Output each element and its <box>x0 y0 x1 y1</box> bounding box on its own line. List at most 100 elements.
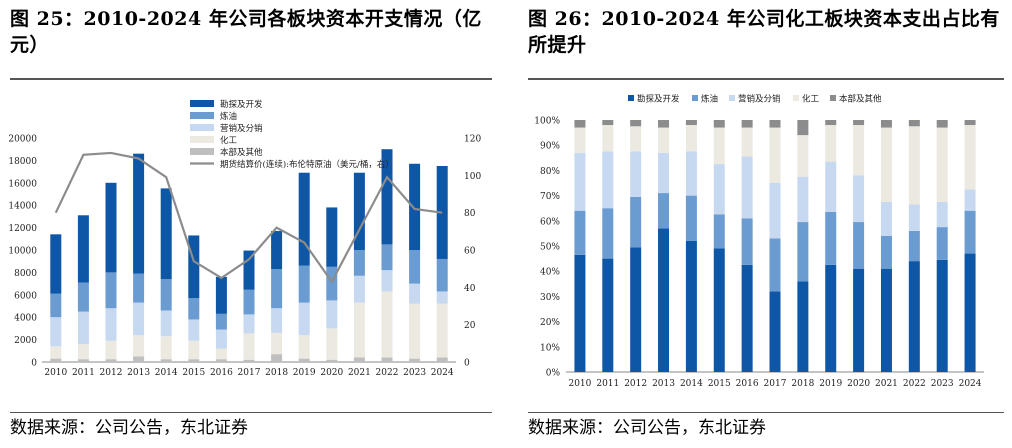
pct-bar-segment-2014 <box>685 125 697 152</box>
bar-segment-2012 <box>105 359 117 362</box>
bar-segment-2020 <box>326 328 338 360</box>
bar-segment-2022 <box>381 291 393 358</box>
right-figure-panel: 图 26：2010-2024 年公司化工板块资本支出占比有所提升 0% 10% 20… <box>518 0 1012 448</box>
bar-segment-2015 <box>188 359 200 362</box>
right-y-tick-label: 20 <box>464 321 476 331</box>
pct-bar-segment-2017 <box>769 120 781 128</box>
pct-bar-segment-2022 <box>908 120 920 127</box>
legend-swatch <box>190 148 214 155</box>
left-y-tick-label: 12000 <box>8 224 37 234</box>
bar-segment-2012 <box>105 340 117 360</box>
left-y-tick-label: 18000 <box>8 157 37 167</box>
pct-bar-segment-2011 <box>602 208 614 259</box>
pct-legend-swatch <box>793 95 799 101</box>
bar-segment-2011 <box>77 215 89 283</box>
pct-bar-segment-2010 <box>574 120 586 128</box>
pct-bar-segment-2012 <box>630 247 642 372</box>
legend-swatch <box>190 124 214 131</box>
x-tick-label: 2024 <box>431 368 454 378</box>
pct-bar-segment-2014 <box>685 240 697 372</box>
pct-legend-swatch <box>692 95 698 101</box>
right-chart-svg: 0% 10% 20% 30% 40% 50% 60% 70% 80% 90% 100% 2010 201… <box>534 94 984 389</box>
pct-bar-segment-2013 <box>658 120 670 128</box>
bar-segment-2015 <box>188 235 200 299</box>
x-tick-label: 2020 <box>320 368 343 378</box>
pct-bar-segment-2015 <box>713 248 725 372</box>
pct-bar-segment-2016 <box>741 218 753 265</box>
pct-bar-segment-2023 <box>936 227 948 260</box>
bar-segment-2013 <box>133 302 145 336</box>
bar-segment-2013 <box>133 273 145 303</box>
pct-legend-swatch <box>830 95 836 101</box>
bar-segment-2019 <box>298 265 310 303</box>
pct-bar-segment-2018 <box>797 135 809 177</box>
pct-x-tick-label: 2011 <box>596 379 619 389</box>
left-y-tick-label: 6000 <box>14 291 37 301</box>
x-tick-label: 2013 <box>127 368 150 378</box>
pct-x-tick-label: 2018 <box>791 379 814 389</box>
pct-bar-segment-2012 <box>630 120 642 127</box>
pct-x-tick-label: 2023 <box>931 379 954 389</box>
legend-label: 炼油 <box>220 111 237 122</box>
left-chart-svg: 0 2000 4000 6000 8000 10000 12000 14000 16000 180… <box>8 99 481 378</box>
pct-x-tick-label: 2013 <box>652 379 675 389</box>
pct-bar-segment-2022 <box>908 126 920 205</box>
left-figure-panel: 图 25：2010-2024 年公司各板块资本开支情况（亿元） 0 2000 400… <box>0 0 500 448</box>
bar-segment-2021 <box>353 275 365 303</box>
bar-segment-2018 <box>271 332 283 355</box>
pct-bar-segment-2019 <box>825 161 837 212</box>
pct-bar-segment-2018 <box>797 222 809 282</box>
pct-legend-swatch <box>729 95 735 101</box>
bar-segment-2022 <box>381 244 393 271</box>
x-tick-label: 2023 <box>403 368 426 378</box>
pct-legend-label: 勘探及开发 <box>637 94 680 105</box>
bar-segment-2012 <box>105 308 117 341</box>
bar-segment-2014 <box>160 188 172 280</box>
pct-bar-segment-2019 <box>825 125 837 162</box>
pct-bar-segment-2017 <box>769 238 781 292</box>
pct-bar-segment-2018 <box>797 120 809 136</box>
pct-bar-segment-2019 <box>825 120 837 126</box>
pct-x-tick-label: 2024 <box>959 379 982 389</box>
legend-label: 本部及其他 <box>220 147 263 158</box>
bar-segment-2024 <box>436 303 448 358</box>
bar-segment-2021 <box>353 172 365 250</box>
bar-segment-2022 <box>381 270 393 292</box>
pct-bar-segment-2018 <box>797 281 809 372</box>
bar-segment-2023 <box>409 303 421 359</box>
legend-label: 化工 <box>220 135 238 146</box>
pct-bar-segment-2016 <box>741 120 753 128</box>
pct-y-tick-label: 20% <box>540 318 560 328</box>
right-y-tick-label: 120 <box>464 135 481 145</box>
x-tick-label: 2016 <box>210 368 233 378</box>
right-source-text: 数据来源：公司公告，东北证券 <box>528 418 766 438</box>
left-y-tick-label: 2000 <box>14 336 37 346</box>
pct-x-tick-label: 2019 <box>819 379 842 389</box>
x-tick-label: 2015 <box>182 368 205 378</box>
bar-segment-2011 <box>77 311 89 345</box>
bar-segment-2014 <box>160 336 172 360</box>
bar-segment-2020 <box>326 207 338 267</box>
pct-bar-segment-2010 <box>574 254 586 372</box>
pct-x-tick-label: 2015 <box>708 379 731 389</box>
pct-bar-segment-2016 <box>741 127 753 157</box>
pct-bar-segment-2015 <box>713 164 725 215</box>
pct-bar-segment-2014 <box>685 195 697 241</box>
bar-segment-2012 <box>105 272 117 309</box>
pct-bar-segment-2021 <box>880 235 892 269</box>
pct-legend-label: 本部及其他 <box>839 94 882 105</box>
bar-segment-2017 <box>243 314 255 334</box>
right-y-tick-label: 100 <box>464 172 481 182</box>
bar-segment-2015 <box>188 340 200 360</box>
x-tick-label: 2018 <box>265 368 288 378</box>
bar-segment-2016 <box>215 348 227 360</box>
bar-segment-2021 <box>353 302 365 358</box>
pct-bar-segment-2020 <box>853 120 865 126</box>
bar-segment-2023 <box>409 250 421 284</box>
bar-segment-2010 <box>50 293 62 318</box>
pct-y-tick-label: 30% <box>540 293 560 303</box>
pct-y-tick-label: 10% <box>540 343 560 353</box>
pct-x-tick-label: 2021 <box>875 379 898 389</box>
brent-price-line <box>54 151 443 284</box>
pct-x-tick-label: 2010 <box>568 379 591 389</box>
